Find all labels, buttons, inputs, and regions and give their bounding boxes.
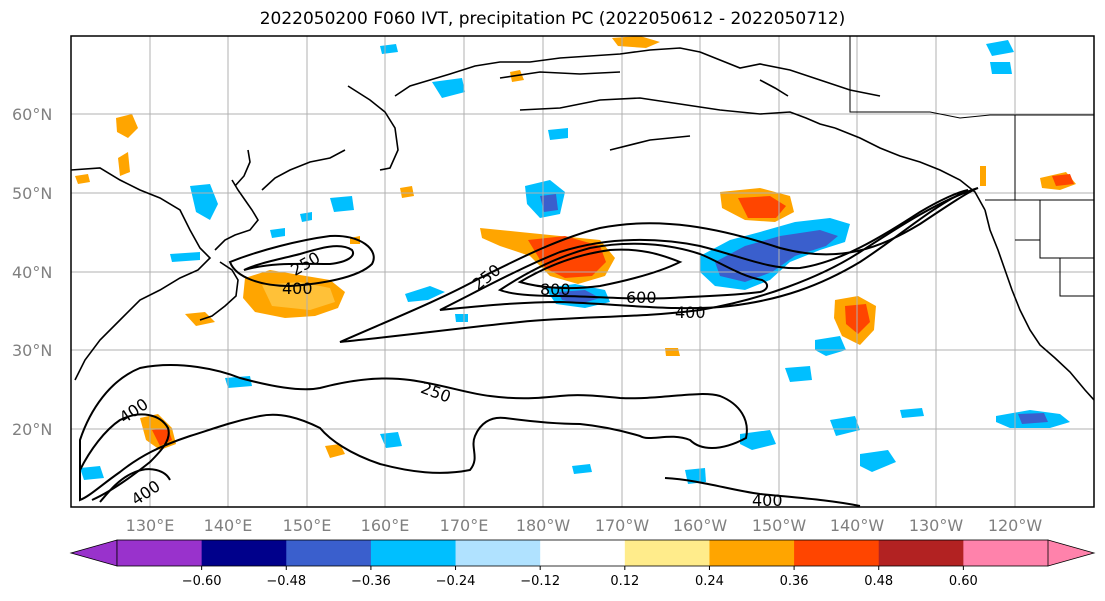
colorbar-segment	[794, 540, 880, 566]
colorbar-tick-label: 0.36	[780, 574, 809, 589]
borders	[849, 36, 1094, 297]
colorbar-tick-label: −0.36	[351, 574, 391, 589]
contour-label: 400	[675, 303, 706, 322]
colorbar-segment	[286, 540, 372, 566]
colorbar-tick-label: −0.24	[436, 574, 476, 589]
lon-label: 170°W	[595, 516, 650, 535]
longitude-labels: 130°E 140°E 150°E 160°E 170°E 180°W 170°…	[126, 516, 1043, 535]
colorbar-max-extend	[1047, 539, 1096, 567]
colorbar-segment	[201, 540, 287, 566]
colorbar-segment	[963, 540, 1049, 566]
lon-label: 180°W	[516, 516, 571, 535]
lon-label: 170°E	[440, 516, 489, 535]
colorbar-frame	[116, 539, 1049, 567]
colorbar-tick-label: 0.12	[610, 574, 639, 589]
latitude-labels: 60°N 50°N 40°N 30°N 20°N	[12, 105, 52, 439]
contour-label: 800	[540, 280, 571, 299]
colorbar-segment	[540, 540, 626, 566]
gridlines	[71, 36, 1094, 507]
colorbar-segment	[117, 540, 203, 566]
colorbar-segments	[117, 540, 1049, 566]
lat-label-50N: 50°N	[12, 184, 52, 203]
lon-label: 130°E	[126, 516, 175, 535]
lat-label-40N: 40°N	[12, 263, 52, 282]
colorbar-tick-label: 0.60	[949, 574, 978, 589]
contour-label: 400	[752, 491, 783, 510]
lon-label: 140°W	[830, 516, 885, 535]
coastlines	[71, 47, 1094, 401]
colorbar-segment	[455, 540, 541, 566]
lon-label: 130°W	[909, 516, 964, 535]
colorbar-segment	[878, 540, 964, 566]
colorbar-tick-label: −0.60	[182, 574, 222, 589]
lon-label: 150°E	[283, 516, 332, 535]
lat-label-30N: 30°N	[12, 341, 52, 360]
colorbar: −0.60 −0.48 −0.36 −0.24 −0.12 0.12 0.24 0.36 0.4…	[69, 539, 1096, 589]
map-panel: 250 400 250 800 600 400 250 400 400 400	[71, 36, 1094, 510]
lon-label: 160°E	[361, 516, 410, 535]
lon-label: 160°W	[673, 516, 728, 535]
lon-label: 140°E	[204, 516, 253, 535]
lon-label: 120°W	[988, 516, 1043, 535]
lon-label: 150°W	[752, 516, 807, 535]
colorbar-labels: −0.60 −0.48 −0.36 −0.24 −0.12 0.12 0.24 0.36 0.4…	[182, 566, 978, 589]
contour-label: 600	[626, 288, 657, 307]
map-frame	[70, 35, 1095, 508]
colorbar-tick-label: 0.48	[864, 574, 893, 589]
colorbar-segment	[370, 540, 457, 566]
ivt-contours	[79, 187, 979, 507]
contour-label: 400	[282, 279, 313, 298]
lat-label-20N: 20°N	[12, 420, 52, 439]
map-title: 2022050200 F060 IVT, precipitation PC (2…	[259, 9, 846, 29]
lat-label-60N: 60°N	[12, 105, 52, 124]
colorbar-tick-label: 0.24	[695, 574, 724, 589]
colorbar-segment	[709, 540, 795, 566]
colorbar-tick-label: −0.48	[266, 574, 306, 589]
colorbar-min-extend	[69, 539, 118, 567]
colorbar-tick-label: −0.12	[520, 574, 560, 589]
colorbar-segment	[624, 540, 710, 566]
